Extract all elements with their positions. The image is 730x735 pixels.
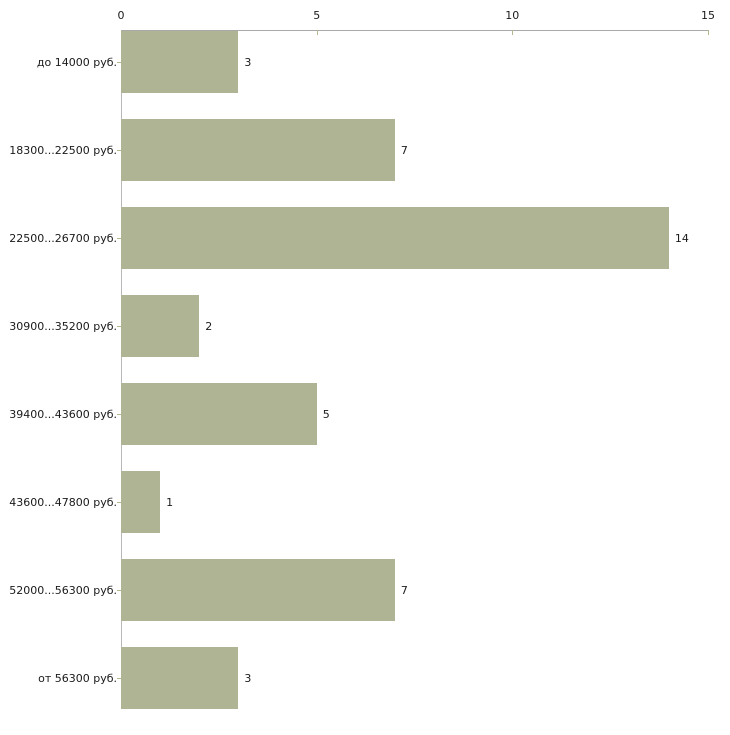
x-tick-mark-3 [708, 30, 709, 35]
bar[interactable] [121, 31, 239, 93]
bar-value-label: 3 [244, 671, 252, 685]
x-tick-label-0: 0 [117, 9, 125, 22]
y-tick-mark [117, 326, 121, 327]
bar-row: 43600...47800 руб. 1 [9, 471, 708, 559]
bar[interactable] [121, 471, 161, 533]
x-tick-label-1: 5 [313, 9, 321, 22]
bar-value-label: 14 [674, 231, 689, 245]
y-tick-mark [117, 150, 121, 151]
y-tick-mark [117, 238, 121, 239]
x-tick-label-3: 15 [701, 9, 715, 22]
y-axis-line [121, 30, 122, 700]
bar[interactable] [121, 119, 395, 181]
category-label: 52000...56300 руб. [9, 583, 117, 597]
bar-row: от 56300 руб. 3 [38, 647, 708, 735]
bar[interactable] [121, 559, 395, 621]
plot-area: до 14000 руб. 3 18300...22500 руб. 7 225… [9, 31, 708, 709]
x-axis-line [121, 30, 708, 31]
category-label: 22500...26700 руб. [9, 231, 117, 245]
bar-value-label: 7 [400, 583, 408, 597]
y-tick-mark [117, 414, 121, 415]
category-label: от 56300 руб. [38, 671, 117, 685]
y-tick-mark [117, 502, 121, 503]
y-tick-mark [117, 590, 121, 591]
category-label: 30900...35200 руб. [9, 319, 117, 333]
bar-row: 22500...26700 руб. 14 [9, 207, 708, 295]
bar[interactable] [121, 207, 669, 269]
category-label: 18300...22500 руб. [9, 143, 117, 157]
category-label: до 14000 руб. [36, 55, 117, 69]
category-label: 39400...43600 руб. [9, 407, 117, 421]
bar-row: 39400...43600 руб. 5 [9, 383, 708, 471]
bar-value-label: 5 [322, 407, 330, 421]
x-tick-mark-1 [316, 30, 318, 35]
bar[interactable] [121, 383, 317, 445]
bar-value-label: 7 [400, 143, 408, 157]
bar-row: до 14000 руб. 3 [37, 31, 708, 119]
bar[interactable] [121, 647, 239, 709]
bar-row: 52000...56300 руб. 7 [9, 559, 708, 647]
bar[interactable] [121, 295, 200, 357]
bar-row: 18300...22500 руб. 7 [9, 119, 708, 207]
category-label: 43600...47800 руб. [9, 495, 117, 509]
bar-row: 30900...35200 руб. 2 [9, 295, 708, 383]
x-tick-label-2: 10 [505, 9, 520, 22]
bar-value-label: 1 [166, 495, 174, 509]
y-tick-mark [117, 62, 121, 63]
bar-value-label: 3 [244, 55, 252, 69]
y-tick-mark [117, 678, 121, 679]
bar-value-label: 2 [205, 319, 213, 333]
x-tick-mark-2 [512, 30, 514, 35]
